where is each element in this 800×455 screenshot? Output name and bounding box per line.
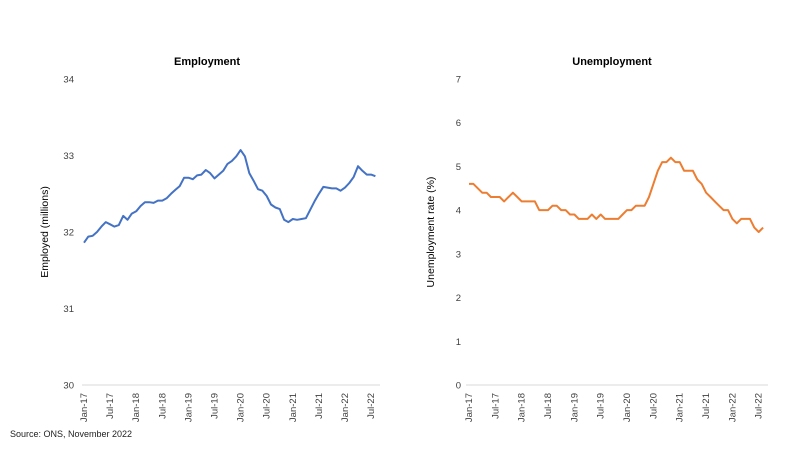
employment-x-tick-label: Jul-18 [157, 393, 168, 419]
unemployment-x-tick-label: Jul-18 [543, 393, 554, 419]
unemployment-y-tick-label: 1 [456, 337, 461, 348]
source-note: Source: ONS, November 2022 [10, 429, 132, 439]
unemployment-x-tick-label: Jul-19 [596, 393, 607, 419]
unemployment-y-tick-label: 3 [456, 249, 461, 260]
employment-chart: Employment Employed (millions) 30 31 32 33 3… [39, 56, 380, 422]
unemployment-x-tick-label: Jul-21 [701, 393, 712, 419]
employment-x-tick-label: Jan-18 [131, 393, 142, 422]
employment-y-tick-label: 34 [63, 75, 74, 86]
unemployment-x-tick-label: Jul-22 [754, 393, 765, 419]
unemployment-x-tick-label: Jul-20 [648, 393, 659, 419]
employment-x-tick-label: Jul-21 [314, 393, 325, 419]
unemployment-y-tick-label: 2 [456, 293, 461, 304]
employment-x-tick-label: Jul-22 [366, 393, 377, 419]
employment-x-tick-label: Jan-21 [288, 393, 299, 422]
unemployment-y-tick-label: 6 [456, 118, 461, 129]
unemployment-x-tick-label: Jan-21 [675, 393, 686, 422]
employment-y-tick-label: 33 [63, 151, 74, 162]
unemployment-y-tick-label: 5 [456, 162, 461, 173]
employment-x-tick-label: Jul-20 [262, 393, 273, 419]
unemployment-y-tick-label: 4 [456, 206, 461, 217]
employment-y-tick-label: 30 [63, 381, 74, 392]
unemployment-y-tick-label: 7 [456, 75, 461, 86]
unemployment-series-line [469, 156, 764, 233]
unemployment-x-tick-label: Jan-18 [517, 393, 528, 422]
employment-series-line [83, 149, 376, 244]
employment-y-tick-label: 32 [63, 228, 74, 239]
employment-y-tick-label: 31 [63, 304, 74, 315]
unemployment-x-tick-label: Jan-17 [464, 393, 475, 422]
employment-x-tick-label: Jul-19 [210, 393, 221, 419]
employment-y-axis-label: Employed (millions) [39, 186, 51, 278]
employment-x-tick-label: Jul-17 [105, 393, 116, 419]
unemployment-y-axis-label: Unemployment rate (%) [425, 177, 437, 288]
employment-x-tick-label: Jan-20 [236, 393, 247, 422]
employment-x-tick-label: Jan-22 [340, 393, 351, 422]
unemployment-chart-title: Unemployment [572, 56, 652, 68]
unemployment-x-tick-label: Jul-17 [490, 393, 501, 419]
unemployment-chart: Unemployment Unemployment rate (%) 0 1 2 3 4… [425, 56, 768, 422]
unemployment-x-tick-label: Jan-19 [569, 393, 580, 422]
unemployment-y-tick-label: 0 [456, 381, 461, 392]
unemployment-x-tick-label: Jan-22 [727, 393, 738, 422]
employment-x-tick-label: Jan-17 [79, 393, 90, 422]
employment-x-tick-label: Jan-19 [183, 393, 194, 422]
employment-chart-title: Employment [174, 56, 240, 68]
unemployment-x-tick-label: Jan-20 [622, 393, 633, 422]
